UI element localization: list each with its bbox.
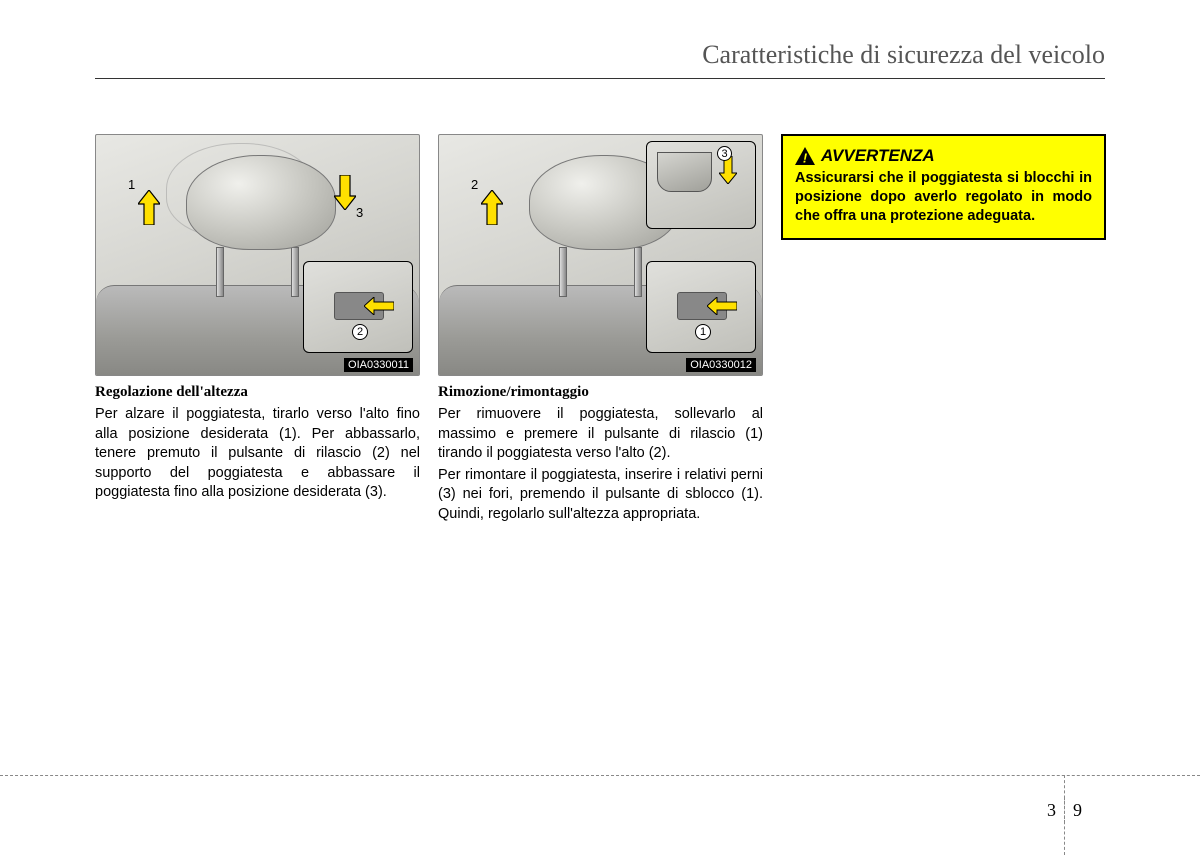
chapter-number: 3 — [1047, 800, 1056, 821]
figure-inset-top: 3 — [646, 141, 756, 229]
figure-height-adjust: 1 3 2 OIA0330011 — [95, 134, 420, 376]
callout-3b: 3 — [717, 146, 732, 161]
subheading-2: Rimozione/rimontaggio — [438, 384, 763, 401]
page-number: 3 9 — [1047, 797, 1082, 823]
page-number-value: 9 — [1073, 800, 1082, 821]
figure-code: OIA0330012 — [686, 358, 756, 372]
callout-1: 1 — [128, 177, 135, 192]
arrow-down-icon — [334, 175, 356, 210]
subheading-1: Regolazione dell'altezza — [95, 384, 420, 401]
figure-removal: 2 3 1 OIA0330012 — [438, 134, 763, 376]
arrow-up-icon — [138, 190, 160, 225]
callout-2b: 2 — [471, 177, 478, 192]
footer-rule — [0, 775, 1200, 776]
callout-2: 2 — [352, 324, 368, 340]
content-columns: 1 3 2 OIA0330011 Regolazione dell'altezz… — [95, 134, 1105, 526]
figure-inset: 2 — [303, 261, 413, 353]
body-text-2: Per rimuovere il poggiatesta, sollevarlo… — [438, 405, 763, 524]
warning-title-row: ! AVVERTENZA — [795, 146, 1092, 166]
column-1: 1 3 2 OIA0330011 Regolazione dell'altezz… — [95, 134, 420, 526]
column-3: ! AVVERTENZA Assicurarsi che il poggiate… — [781, 134, 1106, 526]
arrow-up-icon — [481, 190, 503, 225]
callout-1b: 1 — [695, 324, 711, 340]
body-text-1: Per alzare il poggiatesta, tirarlo verso… — [95, 405, 420, 503]
figure-code: OIA0330011 — [344, 358, 413, 372]
column-2: 2 3 1 OIA0330012 Rimozione/rimontaggio P… — [438, 134, 763, 526]
warning-triangle-icon: ! — [795, 147, 815, 165]
svg-text:!: ! — [803, 151, 808, 166]
figure-inset-bottom: 1 — [646, 261, 756, 353]
page-header: Caratteristiche di sicurezza del veicolo — [95, 40, 1105, 79]
warning-box: ! AVVERTENZA Assicurarsi che il poggiate… — [781, 134, 1106, 240]
warning-title: AVVERTENZA — [821, 146, 935, 166]
warning-text: Assicurarsi che il poggiatesta si blocch… — [795, 169, 1092, 226]
callout-3: 3 — [356, 205, 363, 220]
